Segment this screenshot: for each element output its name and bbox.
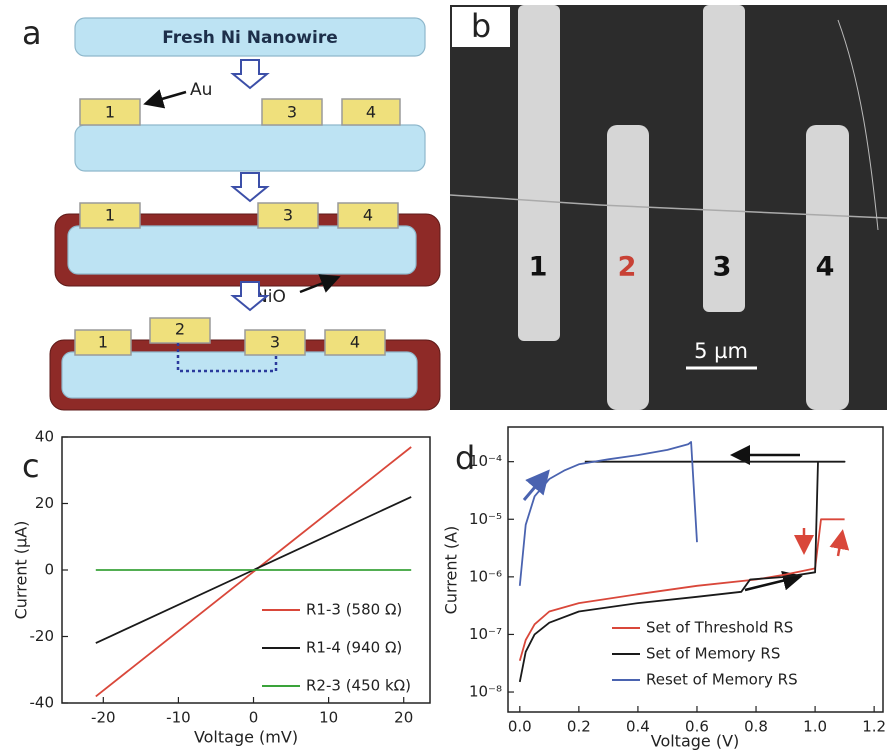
- x-tick-label: 0.8: [744, 718, 768, 736]
- nanowire: [61, 351, 418, 399]
- pad-label: 4: [366, 103, 376, 122]
- pad: [261, 98, 323, 126]
- x-axis-label: Voltage (V): [651, 732, 740, 751]
- nanowire: [74, 17, 426, 57]
- x-axis-label: Voltage (mV): [194, 728, 298, 747]
- callout: NiO: [255, 287, 286, 307]
- pad-label: 3: [287, 103, 297, 122]
- y-axis-label: Current (A): [442, 526, 461, 615]
- nanowire: [74, 124, 426, 172]
- x-tick-label: 0.4: [626, 718, 650, 736]
- x-tick-label: 1.2: [862, 718, 886, 736]
- y-tick-label: -40: [30, 694, 55, 712]
- y-tick-label: 10⁻⁵: [469, 510, 502, 528]
- y-tick-label: 10⁻⁴: [469, 452, 502, 470]
- sweep-arrow: [829, 529, 850, 557]
- y-tick-label: 20: [35, 494, 54, 512]
- y-tick-label: 10⁻⁸: [469, 683, 502, 701]
- sweep-arrow: [744, 570, 803, 592]
- y-tick-label: 0: [44, 561, 54, 579]
- pad-label: 1: [105, 103, 115, 122]
- x-tick-label: -10: [166, 709, 191, 727]
- nanowire: [449, 194, 888, 219]
- series-line: [518, 518, 845, 661]
- plot-frame: [507, 426, 884, 713]
- electrode: [518, 5, 560, 341]
- x-tick-label: 0: [249, 709, 259, 727]
- x-tick-label: 1.0: [803, 718, 827, 736]
- y-tick-label: -20: [30, 627, 55, 645]
- y-tick-label: 10⁻⁷: [469, 625, 502, 643]
- x-tick-label: 20: [394, 709, 413, 727]
- series-line: [518, 460, 846, 683]
- electrode-label: 4: [816, 252, 835, 283]
- pad: [74, 329, 132, 356]
- panel-a: a Fresh Ni Nanowire 1 3 4 Au 1 3 4 NiO 1…: [22, 14, 441, 411]
- electrode: [806, 125, 849, 410]
- legend-label: R1-4 (940 Ω): [306, 639, 402, 657]
- series-line: [518, 441, 698, 586]
- panel-label: b: [471, 7, 491, 45]
- y-axis-label: Current (µA): [12, 521, 31, 620]
- electrode-label: 1: [529, 252, 548, 283]
- panel-label: c: [22, 447, 40, 485]
- pad: [324, 329, 386, 356]
- x-tick-label: 0.6: [685, 718, 709, 736]
- legend-label: R2-3 (450 kΩ): [306, 677, 411, 695]
- panel-b: 1 2 3 4 5 µm b: [449, 5, 888, 410]
- pad-label: 2: [175, 320, 185, 339]
- pad: [79, 98, 141, 126]
- legend-label: Set of Memory RS: [646, 645, 780, 663]
- legend-label: Reset of Memory RS: [646, 671, 798, 689]
- scale-label: 5 µm: [694, 339, 748, 363]
- y-tick-label: 40: [35, 428, 54, 446]
- x-tick-label: -20: [91, 709, 116, 727]
- current-path: [176, 343, 278, 373]
- pad: [149, 317, 211, 344]
- x-tick-label: 0.2: [567, 718, 591, 736]
- electrode-label: 3: [713, 252, 732, 283]
- pad: [337, 202, 399, 229]
- pad-label: 1: [98, 333, 108, 352]
- x-tick-label: 0.0: [508, 718, 532, 736]
- label-box: [452, 7, 510, 47]
- pad-label: 4: [350, 333, 360, 352]
- wire-label: Fresh Ni Nanowire: [162, 28, 337, 48]
- y-tick-label: 10⁻⁶: [469, 567, 502, 585]
- pad-label: 1: [105, 206, 115, 225]
- panel-label: a: [22, 14, 42, 52]
- callout-arrow: [143, 89, 187, 109]
- flow-arrow: [230, 59, 270, 90]
- x-tick-label: 10: [319, 709, 338, 727]
- nanowire: [837, 19, 879, 231]
- panel-label: d: [455, 439, 475, 477]
- electrode-label: 2: [618, 252, 637, 283]
- pad: [79, 202, 141, 229]
- pad: [244, 329, 306, 356]
- callout: Au: [190, 80, 212, 100]
- pad-label: 3: [270, 333, 280, 352]
- legend-label: Set of Threshold RS: [646, 619, 793, 637]
- pad: [257, 202, 319, 229]
- electrode: [703, 5, 745, 312]
- nanowire: [67, 225, 417, 275]
- flow-arrow: [230, 281, 270, 312]
- electrode: [607, 125, 649, 410]
- legend-label: R1-3 (580 Ω): [306, 601, 402, 619]
- pad-label: 4: [363, 206, 373, 225]
- series-line: [95, 446, 412, 698]
- sweep-arrow: [522, 469, 550, 501]
- callout-arrow: [299, 274, 341, 294]
- pad-label: 3: [283, 206, 293, 225]
- pad: [341, 98, 401, 126]
- flow-arrow: [230, 172, 270, 203]
